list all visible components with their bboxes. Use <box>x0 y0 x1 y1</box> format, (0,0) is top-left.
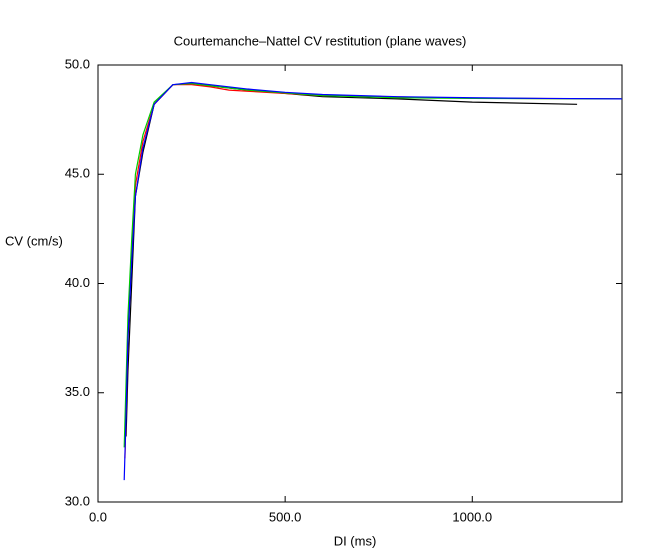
y-axis-label: CV (cm/s) <box>5 233 63 248</box>
y-tick-label: 40.0 <box>65 275 90 290</box>
chart-title: Courtemanche–Nattel CV restitution (plan… <box>174 33 467 48</box>
y-tick-label: 45.0 <box>65 166 90 181</box>
series-line <box>125 82 578 437</box>
series-line <box>124 84 623 459</box>
series-line <box>123 81 623 481</box>
series-line <box>123 82 623 448</box>
y-tick-label: 50.0 <box>65 56 90 71</box>
x-tick-label: 0.0 <box>89 509 107 524</box>
plot-frame <box>97 64 623 503</box>
y-tick-label: 30.0 <box>65 493 90 508</box>
y-tick-label: 35.0 <box>65 384 90 399</box>
x-axis-label: DI (ms) <box>334 533 377 548</box>
x-tick-label: 500.0 <box>269 509 302 524</box>
x-tick-label: 1000.0 <box>452 509 492 524</box>
